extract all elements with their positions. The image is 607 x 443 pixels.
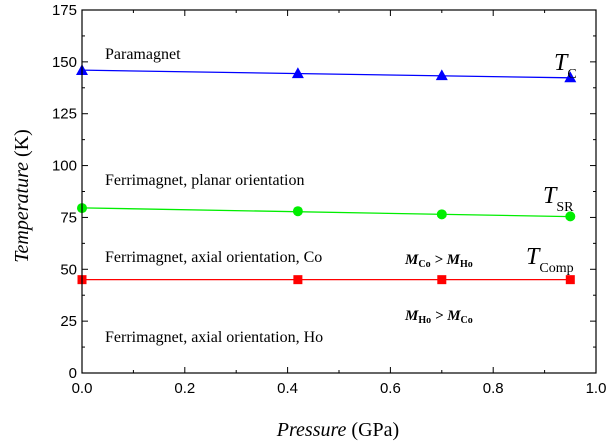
region-axial-co: Ferrimagnet, axial orientation, Co (105, 249, 322, 266)
tick-labels: 0.0 0.2 0.4 0.6 0.8 1.0 0 25 50 75 100 125 150 175 (52, 2, 606, 397)
marker-circle (292, 206, 303, 217)
y-tick-label: 150 (52, 54, 77, 71)
plot-frame (81, 9, 597, 374)
y-tick-label: 75 (60, 209, 77, 226)
label-tc: TC (554, 50, 577, 82)
y-tick-label: 125 (52, 106, 77, 123)
y-tick-label: 50 (60, 261, 77, 278)
y-axis-title: Temperature (K) (11, 129, 33, 263)
y-tick-label: 25 (60, 313, 77, 330)
x-tick-label: 0.6 (380, 380, 401, 397)
marker-square (293, 275, 303, 285)
series-line-1 (81, 207, 571, 218)
region-axial-ho: Ferrimagnet, axial orientation, Ho (105, 329, 323, 346)
marker-square (565, 275, 575, 285)
y-tick-label: 100 (52, 158, 77, 175)
marker-triangle (564, 71, 577, 83)
x-tick-label: 0.4 (277, 380, 298, 397)
marker-circle (565, 211, 576, 222)
marker-square (437, 275, 447, 285)
x-tick-label: 0.2 (174, 380, 195, 397)
x-tick-label: 1.0 (586, 380, 607, 397)
series-markers (76, 64, 577, 285)
region-planar: Ferrimagnet, planar orientation (105, 172, 304, 189)
label-mho-gt-mco: MHo > MCo (404, 308, 473, 326)
marker-triangle (435, 69, 448, 81)
y-tick-label: 0 (69, 365, 77, 382)
marker-circle (436, 209, 447, 220)
region-paramagnet: Paramagnet (105, 46, 181, 63)
series-line-0 (81, 69, 571, 79)
label-tcomp: TComp (526, 244, 574, 276)
x-axis-title: Pressure (GPa) (276, 419, 399, 441)
series-lines (81, 69, 571, 281)
x-tick-label: 0.8 (483, 380, 504, 397)
label-tsr: TSR (543, 183, 574, 215)
axis-ticks (81, 9, 597, 374)
x-tick-label: 0.0 (72, 380, 93, 397)
y-tick-label: 175 (52, 2, 77, 19)
label-mco-gt-mho: MCo > MHo (404, 252, 473, 270)
marker-triangle (291, 67, 304, 79)
